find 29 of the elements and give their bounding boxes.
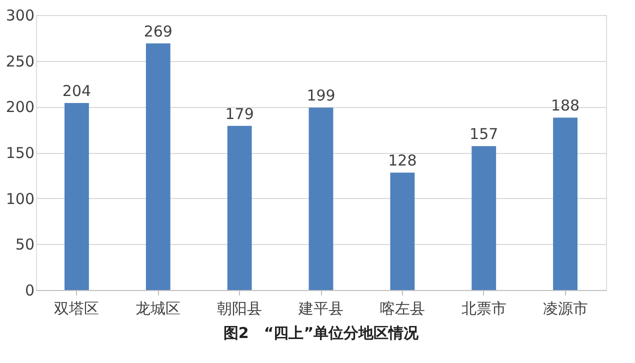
bar bbox=[390, 172, 415, 290]
y-tick-label: 200 bbox=[6, 98, 34, 116]
y-tick-label: 150 bbox=[6, 144, 34, 162]
data-label: 199 bbox=[306, 86, 336, 105]
text: 图2 “四上”单位分地区情况 bbox=[223, 324, 420, 342]
data-label: 269 bbox=[144, 22, 172, 40]
bar bbox=[472, 146, 496, 290]
data-label: 128 bbox=[388, 152, 417, 170]
y-tick-label: 100 bbox=[6, 190, 34, 208]
x-tick-label: 双塔区 bbox=[54, 300, 100, 318]
x-tick-label: 喀左县 bbox=[380, 300, 425, 318]
bar bbox=[146, 43, 170, 290]
x-tick-label: 凌源市 bbox=[542, 300, 588, 318]
y-tick-label: 250 bbox=[6, 52, 34, 70]
x-tick-label: 龙城区 bbox=[136, 300, 181, 318]
data-label: 204 bbox=[62, 82, 92, 100]
data-label: 179 bbox=[225, 104, 254, 123]
y-tick-label: 300 bbox=[6, 6, 34, 24]
y-tick-label: 50 bbox=[15, 236, 34, 254]
x-tick-label: 建平县 bbox=[298, 300, 344, 318]
bar bbox=[308, 108, 334, 290]
x-tick-label: 北票市 bbox=[461, 300, 506, 318]
data-label: 157 bbox=[470, 125, 498, 144]
data-label: 188 bbox=[550, 96, 580, 115]
bar bbox=[553, 118, 578, 290]
bar bbox=[227, 126, 252, 290]
y-tick-label: 0 bbox=[24, 282, 34, 300]
bar bbox=[64, 103, 89, 290]
x-tick-label: 朝阳县 bbox=[217, 300, 262, 318]
